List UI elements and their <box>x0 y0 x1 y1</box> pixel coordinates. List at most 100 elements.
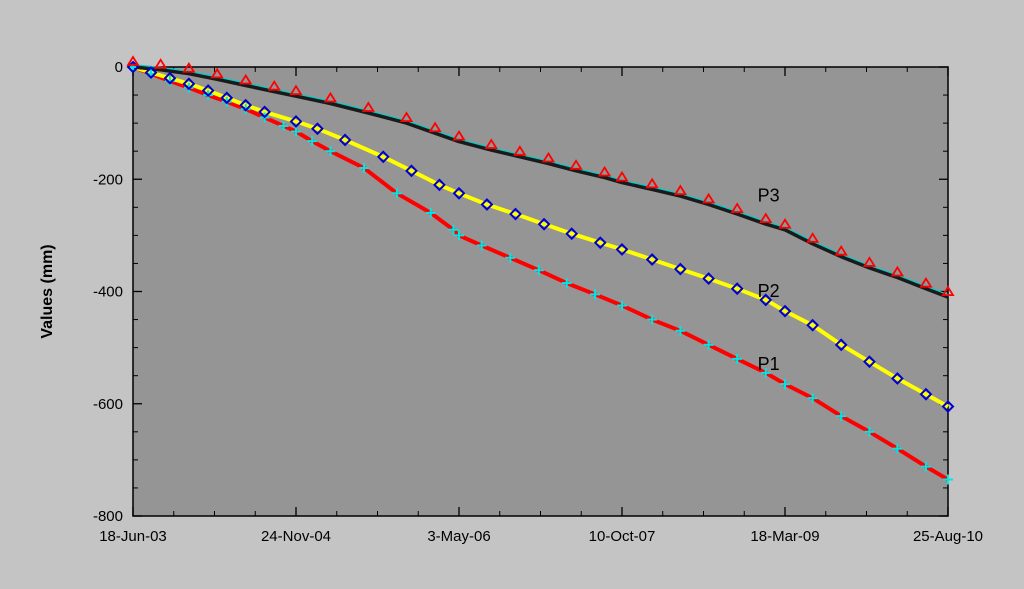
data-point-p1 <box>307 136 318 147</box>
data-point-p3 <box>210 67 224 79</box>
x-tick-label: 3-May-06 <box>427 528 490 545</box>
axes: 0 -200 -400 -600 -800 18-Jun-03 24-Nov-04 3-May… <box>93 59 983 545</box>
data-point-p2 <box>509 207 522 221</box>
data-point-p3 <box>919 276 933 288</box>
marker-layer <box>126 55 955 485</box>
data-point-p3 <box>361 101 375 112</box>
data-point-p3 <box>941 285 955 297</box>
data-point-p2 <box>239 98 253 112</box>
data-point-p1 <box>325 146 336 157</box>
y-tick-label: -200 <box>93 171 123 188</box>
data-point-p3 <box>645 177 659 189</box>
data-point-p2 <box>919 387 933 401</box>
data-point-p1 <box>760 367 771 378</box>
data-point-p3 <box>484 138 498 149</box>
data-point-p1 <box>675 325 686 336</box>
data-point-p2 <box>289 115 303 128</box>
data-point-p1 <box>892 443 903 454</box>
data-point-p2 <box>645 253 659 266</box>
data-point-p2 <box>201 84 215 97</box>
x-tick-label: 18-Jun-03 <box>99 528 167 545</box>
annotations: P3 P2 P1 <box>758 186 780 374</box>
data-point-p2 <box>433 178 446 192</box>
data-point-p2 <box>405 164 418 178</box>
y-tick-label: -400 <box>93 284 123 301</box>
data-point-p2 <box>163 71 177 85</box>
data-point-p2 <box>452 186 466 200</box>
data-point-p2 <box>376 150 390 164</box>
data-point-p3 <box>513 145 527 156</box>
plot-area <box>132 66 949 517</box>
data-point-p2 <box>806 318 820 332</box>
data-point-p3 <box>428 121 442 133</box>
series-line-p2 <box>132 65 949 409</box>
data-point-p3 <box>289 84 303 96</box>
data-point-p1 <box>807 393 818 404</box>
data-point-p1 <box>780 379 790 390</box>
data-point-p3 <box>615 170 629 182</box>
data-point-p1 <box>291 126 301 137</box>
data-point-p1 <box>617 300 627 311</box>
x-tick-label: 25-Aug-10 <box>913 528 983 545</box>
data-point-p3 <box>154 58 168 69</box>
data-point-p1 <box>448 224 459 235</box>
data-point-p1 <box>358 163 369 174</box>
data-point-p3 <box>182 62 196 73</box>
data-point-p2 <box>220 91 234 105</box>
data-point-p1 <box>533 265 544 276</box>
data-point-p3 <box>126 55 140 66</box>
data-point-p2 <box>941 400 955 413</box>
x-tick-label: 24-Nov-04 <box>261 528 331 545</box>
series-label-p3: P3 <box>758 186 780 206</box>
x-tick-label: 10-Oct-07 <box>589 528 656 545</box>
data-point-p3 <box>778 218 792 229</box>
data-point-p3 <box>541 151 556 163</box>
data-point-p1 <box>703 339 714 350</box>
y-tick-label: -600 <box>93 396 123 413</box>
data-point-p1 <box>732 353 743 364</box>
data-point-p3 <box>890 265 905 277</box>
data-point-p2 <box>480 198 494 211</box>
data-point-p2 <box>778 304 792 318</box>
data-point-p1 <box>589 289 600 300</box>
data-point-p2 <box>537 217 551 231</box>
data-point-p3 <box>452 129 466 141</box>
data-point-p3 <box>759 212 773 224</box>
data-point-p1 <box>836 411 847 422</box>
data-point-p2 <box>863 355 876 369</box>
data-point-p3 <box>834 245 848 256</box>
y-tick-label: 0 <box>115 59 123 76</box>
series-label-p2: P2 <box>758 281 780 301</box>
data-point-p1 <box>647 314 658 325</box>
data-point-p3 <box>569 159 583 170</box>
y-tick-label: -800 <box>93 508 123 525</box>
data-point-p3 <box>730 202 744 213</box>
data-point-p2 <box>759 293 773 307</box>
data-point-p1 <box>505 252 516 263</box>
data-point-p1 <box>920 461 931 472</box>
data-point-p2 <box>338 133 352 147</box>
data-point-p1 <box>943 474 953 485</box>
data-point-p2 <box>258 105 272 119</box>
data-point-p2 <box>702 272 716 286</box>
data-point-p2 <box>311 122 324 136</box>
data-point-p2 <box>673 262 687 276</box>
data-point-p3 <box>673 184 687 195</box>
series-label-p1: P1 <box>758 354 780 374</box>
data-point-p1 <box>454 230 464 241</box>
data-point-p2 <box>730 282 744 296</box>
data-point-p1 <box>278 120 289 131</box>
data-point-p1 <box>476 240 487 251</box>
data-point-p3 <box>597 165 612 177</box>
data-point-p2 <box>834 338 848 352</box>
data-point-p2 <box>615 242 629 256</box>
data-point-p3 <box>323 91 338 103</box>
data-point-p1 <box>391 188 402 199</box>
data-point-p2 <box>182 77 196 91</box>
data-point-p3 <box>806 232 820 243</box>
data-point-p1 <box>128 62 138 72</box>
data-point-p2 <box>144 66 158 80</box>
data-point-p1 <box>425 207 436 218</box>
